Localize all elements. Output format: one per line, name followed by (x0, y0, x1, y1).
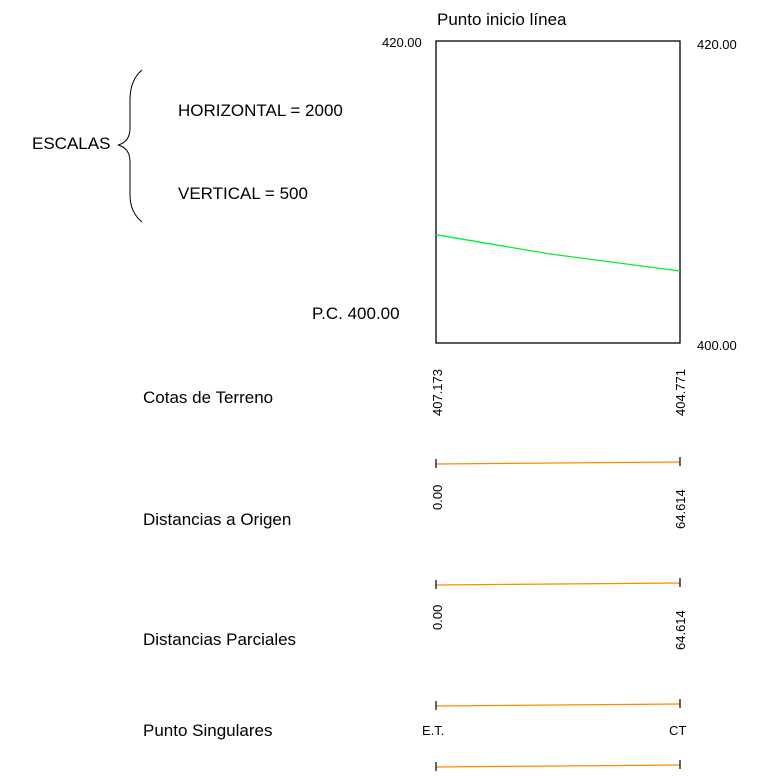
scale-horizontal: HORIZONTAL = 2000 (178, 101, 343, 120)
profile-title: Punto inicio línea (437, 10, 567, 29)
distancia-parcial-start: 0.00 (430, 604, 445, 630)
row-label-distancias-parciales: Distancias Parciales (143, 630, 297, 649)
punto-singular-end: CT (669, 723, 687, 738)
scales-title: ESCALAS (32, 134, 111, 153)
pc-label: P.C. 400.00 (312, 304, 400, 323)
scales-brace (117, 69, 143, 223)
guitar-line-4 (435, 764, 681, 768)
top-left-elevation: 420.00 (382, 35, 422, 50)
guitar-separators (435, 461, 681, 768)
distancia-origen-end: 64.614 (673, 489, 688, 529)
cota-terreno-start: 407.173 (430, 369, 445, 416)
ground-line (435, 234, 681, 272)
row-label-distancias-origen: Distancias a Origen (143, 510, 292, 529)
scale-vertical: VERTICAL = 500 (178, 184, 308, 203)
guitar-line-1 (435, 461, 681, 465)
distancia-origen-start: 0.00 (430, 484, 445, 510)
cota-terreno-end: 404.771 (673, 369, 688, 416)
guitar-line-3 (435, 703, 681, 707)
row-label-cotas-terreno: Cotas de Terreno (143, 388, 274, 407)
guitar-ticks (435, 457, 681, 771)
row-label-puntos-singulares: Punto Singulares (143, 721, 273, 740)
punto-singular-start: E.T. (422, 723, 445, 738)
guitar-line-2 (435, 582, 681, 586)
profile-frame (435, 40, 681, 344)
top-right-elevation: 420.00 (697, 37, 737, 52)
bottom-right-elevation: 400.00 (697, 338, 737, 353)
distancia-parcial-end: 64.614 (673, 610, 688, 650)
